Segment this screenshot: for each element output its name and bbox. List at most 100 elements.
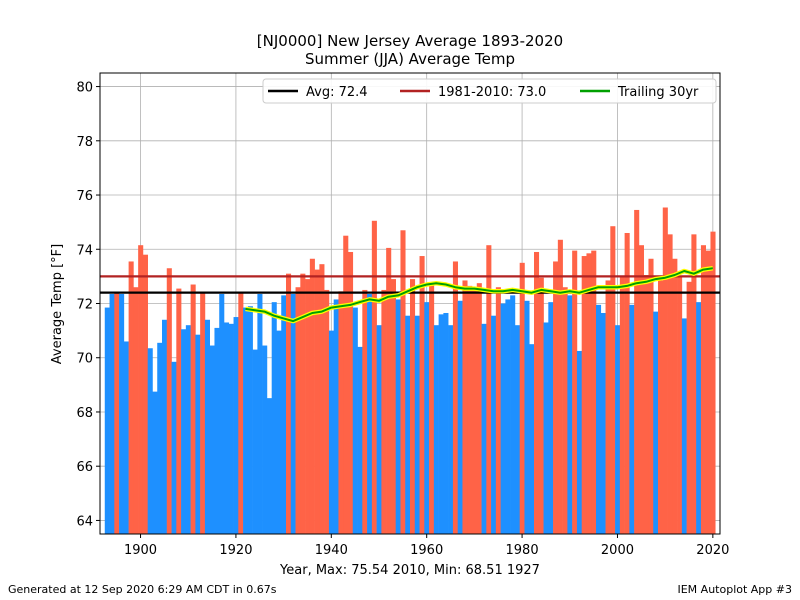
footer-app-label: IEM Autoplot App #3 — [677, 583, 792, 596]
bar — [238, 292, 244, 534]
bar — [395, 299, 401, 534]
bar — [309, 258, 315, 534]
bar — [181, 329, 187, 534]
bar — [534, 251, 540, 534]
bar — [362, 289, 368, 534]
bar — [252, 349, 258, 534]
bar — [371, 220, 377, 534]
bar — [662, 207, 668, 534]
reference-lines — [100, 265, 720, 324]
bar — [615, 325, 621, 534]
bar — [228, 323, 234, 534]
bar — [414, 315, 420, 534]
bar — [619, 276, 625, 534]
x-tick-label: 1900 — [124, 543, 157, 558]
bar — [634, 209, 640, 534]
bar — [519, 262, 525, 534]
bar — [262, 345, 268, 534]
bar — [410, 279, 416, 534]
bar — [357, 346, 363, 534]
bar — [219, 294, 225, 534]
bar — [138, 245, 144, 534]
bar — [348, 251, 354, 534]
legend-normal-label: 1981-2010: 73.0 — [438, 85, 546, 100]
bar — [147, 348, 153, 534]
x-axis-label: Year, Max: 75.54 2010, Min: 68.51 1927 — [279, 563, 540, 578]
legend-avg-label: Avg: 72.4 — [306, 85, 368, 100]
bar — [524, 300, 530, 534]
bar — [596, 304, 602, 534]
trailing-30yr-line — [245, 267, 713, 323]
bar — [705, 250, 711, 534]
y-tick-label: 72 — [76, 298, 93, 313]
bar — [686, 281, 692, 534]
bar — [629, 304, 635, 534]
bar — [433, 325, 439, 534]
bar — [319, 264, 325, 534]
bar — [448, 325, 454, 534]
bar — [476, 283, 482, 534]
bar — [472, 287, 478, 534]
bar — [481, 323, 487, 534]
bar — [495, 287, 501, 534]
bar — [400, 230, 406, 534]
bar — [605, 280, 611, 534]
bar — [166, 268, 172, 534]
legend: Avg: 72.4 1981-2010: 73.0 Trailing 30yr — [262, 78, 717, 104]
bar — [343, 235, 349, 535]
bar — [567, 295, 573, 534]
bar — [581, 256, 587, 534]
bar — [286, 273, 292, 534]
bar — [338, 291, 344, 534]
chart-subtitle: Summer (JJA) Average Temp — [305, 50, 515, 68]
x-tick-label: 2000 — [601, 543, 634, 558]
x-tick-label: 1940 — [315, 543, 348, 558]
bar — [128, 261, 134, 534]
x-tick-label: 1920 — [219, 543, 252, 558]
bar — [271, 302, 277, 534]
bar — [462, 280, 468, 534]
bar — [209, 345, 215, 534]
bar — [677, 276, 683, 534]
bar — [572, 250, 578, 534]
bar — [586, 253, 592, 535]
y-tick-label: 80 — [76, 81, 93, 96]
bar — [514, 325, 520, 534]
bar — [176, 288, 182, 534]
bar — [200, 292, 206, 534]
y-axis-label: Average Temp [°F] — [50, 244, 65, 364]
bar — [505, 299, 511, 534]
y-tick-label: 76 — [76, 189, 93, 204]
y-tick-label: 68 — [76, 406, 93, 421]
bar — [204, 319, 210, 534]
bar — [376, 325, 382, 534]
bar — [658, 280, 664, 534]
bar — [491, 315, 497, 534]
x-tick-label: 1980 — [506, 543, 539, 558]
x-tick-label: 1960 — [410, 543, 443, 558]
bar — [190, 284, 196, 534]
bar — [352, 307, 358, 534]
bar — [276, 330, 282, 534]
legend-trailing-label: Trailing 30yr — [617, 85, 699, 100]
bar — [195, 334, 201, 534]
bar — [429, 284, 435, 534]
y-tick-label: 70 — [76, 352, 93, 367]
legend-box — [262, 78, 717, 104]
bar — [295, 287, 301, 534]
bar — [233, 317, 239, 534]
bar — [452, 261, 458, 534]
bar — [133, 287, 139, 534]
bar — [424, 302, 430, 534]
bar — [305, 279, 311, 534]
axes: 1900 1920 1940 1960 1980 2000 2020 64 66 68 70 72 74… — [76, 72, 729, 558]
bar — [600, 312, 606, 534]
bar — [648, 258, 654, 534]
bar — [328, 330, 334, 534]
bar — [548, 302, 554, 534]
bar — [438, 314, 444, 534]
bar — [324, 289, 330, 534]
chart-title: [NJ0000] New Jersey Average 1893-2020 — [257, 32, 563, 50]
bar — [142, 254, 148, 534]
bar — [696, 302, 702, 534]
